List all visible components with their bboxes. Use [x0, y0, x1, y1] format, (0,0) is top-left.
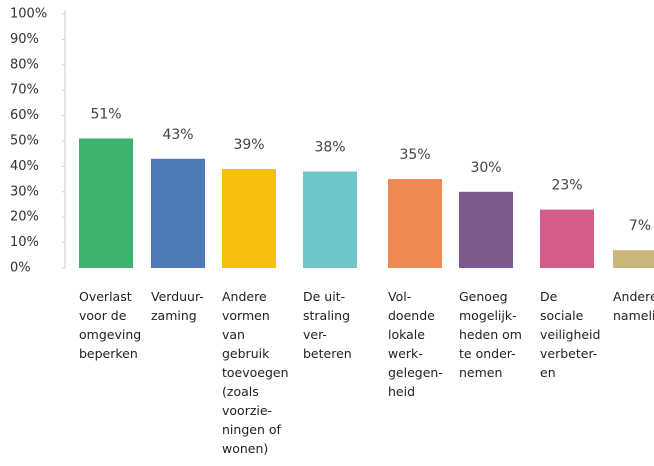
y-tick-label: 90%: [10, 32, 39, 47]
x-tick-label: De sociale veiligheid verbeter- en: [540, 289, 601, 380]
value-label: 23%: [551, 178, 582, 194]
bar: [222, 168, 276, 268]
value-label: 7%: [629, 218, 651, 234]
bar: [388, 179, 442, 268]
x-tick-label: Vol- doende lokale werk- gelegen- heid: [388, 289, 443, 399]
x-tick-label: Genoeg mogelijk- heden om te onder- neme…: [459, 289, 522, 380]
value-label: 39%: [233, 137, 264, 153]
y-tick-label: 50%: [10, 134, 39, 149]
y-tick-label: 0%: [10, 261, 31, 276]
value-label: 38%: [314, 139, 345, 155]
value-label: 43%: [162, 127, 193, 143]
y-tick-label: 80%: [10, 57, 39, 72]
bar: [459, 191, 513, 268]
bar: [540, 209, 594, 268]
y-tick-label: 30%: [10, 184, 39, 199]
y-tick-label: 10%: [10, 235, 39, 250]
y-tick-label: 60%: [10, 108, 39, 123]
x-tick-label: Andere vormen van gebruik toevoegen (zoa…: [222, 289, 289, 456]
y-tick-label: 40%: [10, 159, 39, 174]
x-tick-label: Verduur- zaming: [151, 289, 204, 323]
value-label: 35%: [399, 147, 430, 163]
bar: [303, 171, 357, 268]
x-tick-label: Overlast voor de omgeving beperken: [79, 289, 142, 361]
y-tick-label: 100%: [10, 7, 47, 22]
bar: [613, 250, 654, 268]
y-tick-label: 70%: [10, 83, 39, 98]
x-tick-label: Andere namelijk: [613, 289, 654, 323]
value-label: 51%: [90, 106, 121, 122]
y-tick-label: 20%: [10, 210, 39, 225]
bar: [79, 138, 133, 268]
x-tick-label: De uit- straling ver- beteren: [303, 289, 352, 361]
bar: [151, 158, 205, 268]
value-label: 30%: [470, 160, 501, 176]
